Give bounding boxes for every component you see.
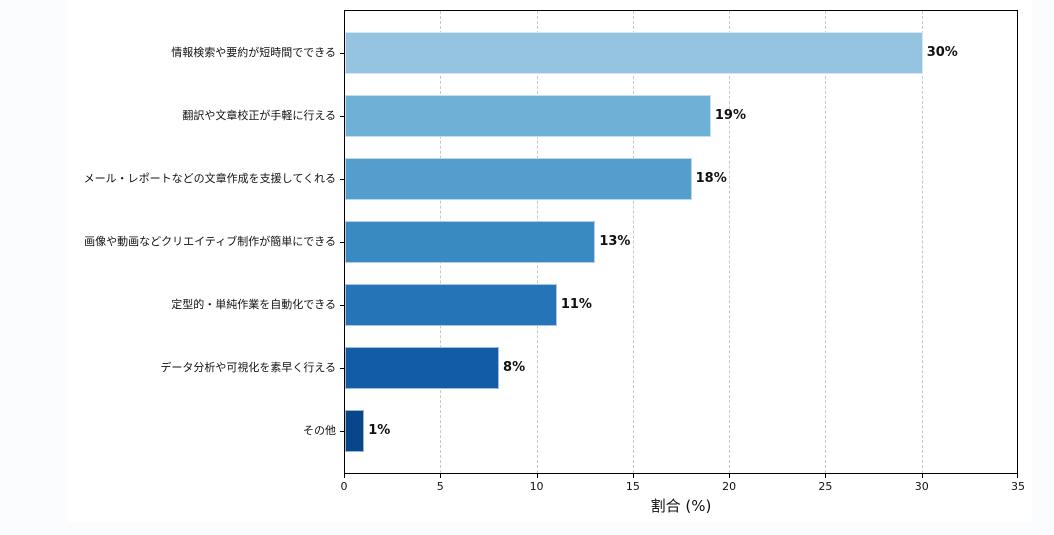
y-tick <box>340 305 344 306</box>
y-tick <box>340 179 344 180</box>
bar-value-label: 11% <box>560 297 592 312</box>
x-tick <box>825 474 827 478</box>
bar <box>345 158 692 200</box>
y-tick <box>340 431 344 432</box>
y-tick <box>340 242 344 243</box>
x-tick-label: 15 <box>625 480 640 493</box>
bar-value-label: 18% <box>695 171 727 186</box>
bar-value-label: 1% <box>368 423 391 438</box>
x-tick-label: 10 <box>529 480 544 493</box>
x-tick-label: 35 <box>1011 480 1025 493</box>
x-tick <box>1017 474 1018 478</box>
x-tick-label: 0 <box>340 480 348 493</box>
bar <box>345 410 365 452</box>
y-tick <box>340 116 344 117</box>
x-tick <box>632 474 634 478</box>
y-tick-label: その他 <box>303 424 336 437</box>
x-axis-title: 割合 (%) <box>650 497 712 515</box>
y-tick <box>340 368 344 369</box>
y-tick-label: 定型的・単純作業を自動化できる <box>171 298 336 311</box>
bar-value-label: 13% <box>599 234 631 249</box>
bar <box>345 95 711 137</box>
x-tick <box>921 474 923 478</box>
y-tick-label: メール・レポートなどの文章作成を支援してくれる <box>83 172 336 185</box>
y-tick <box>340 53 344 54</box>
bar-value-label: 8% <box>503 360 526 375</box>
x-tick <box>344 474 345 478</box>
x-tick-label: 30 <box>914 480 929 493</box>
gridline <box>825 11 827 473</box>
x-tick <box>729 474 731 478</box>
bar-value-label: 19% <box>714 108 746 123</box>
y-tick-label: 翻訳や文章校正が手軽に行える <box>182 109 336 122</box>
bar <box>345 221 596 263</box>
gridline <box>632 11 634 473</box>
bar <box>345 347 500 389</box>
bar-value-label: 30% <box>926 45 958 60</box>
y-tick-label: 情報検索や要約が短時間でできる <box>171 46 336 59</box>
x-tick <box>536 474 538 478</box>
y-tick-label: 画像や動画などクリエイティブ制作が簡単にできる <box>84 235 336 248</box>
x-tick-label: 25 <box>818 480 833 493</box>
x-tick-label: 5 <box>436 480 444 493</box>
x-tick <box>440 474 442 478</box>
plot-area: 30% 19% 18% 13% 11% 8% 1% <box>344 10 1018 474</box>
bar <box>345 32 923 74</box>
gridline <box>729 11 731 473</box>
gridline <box>921 11 923 473</box>
x-tick-label: 20 <box>722 480 737 493</box>
bar <box>345 284 557 326</box>
y-tick-label: データ分析や可視化を素早く行える <box>160 361 336 374</box>
